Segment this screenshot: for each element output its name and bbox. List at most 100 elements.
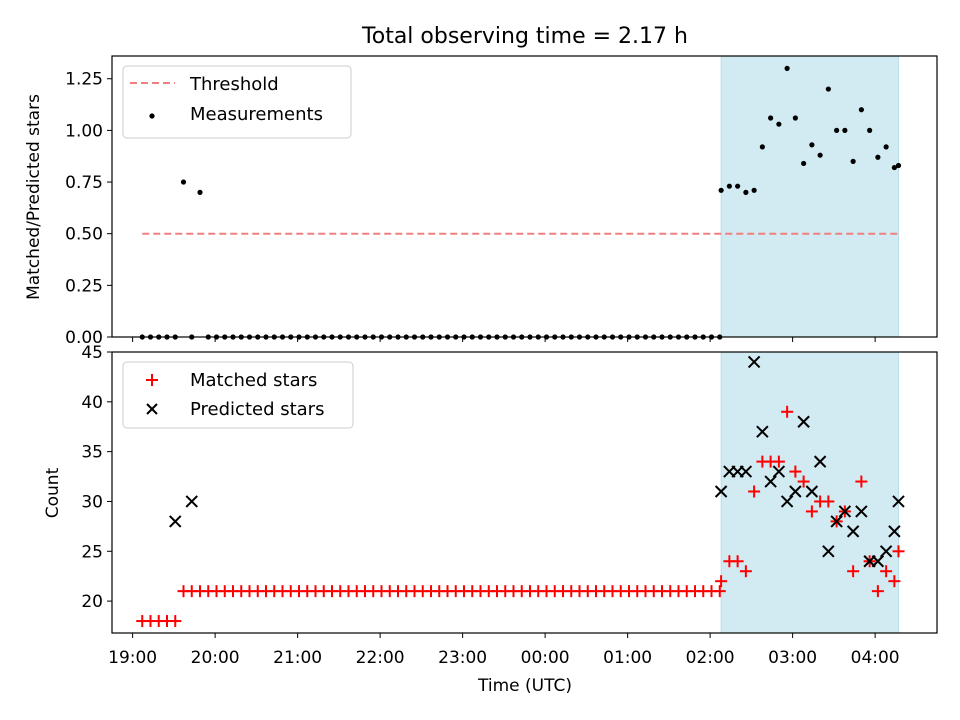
x-tick-label: 22:00 xyxy=(356,648,405,668)
y-tick-label: 0.75 xyxy=(65,173,103,193)
observing-window-span xyxy=(720,55,899,338)
measurement-point xyxy=(842,127,848,133)
measurement-point xyxy=(726,183,732,189)
matched-star-point xyxy=(892,545,905,558)
measurement-point xyxy=(801,160,807,167)
matched-star-point xyxy=(847,565,860,578)
matched-star-point xyxy=(855,475,868,488)
measurement-point xyxy=(875,154,881,160)
measurement-point xyxy=(197,189,203,195)
matched-star-point xyxy=(888,575,901,588)
predicted-star-point xyxy=(756,425,769,438)
measurement-point xyxy=(850,158,856,164)
predicted-star-point xyxy=(892,495,905,508)
x-tick-label: 20:00 xyxy=(191,648,240,668)
predicted-star-point xyxy=(838,505,852,518)
threshold-legend-label: Threshold xyxy=(189,74,279,95)
x-tick-label: 04:00 xyxy=(851,648,900,668)
y-tick-label: 0.25 xyxy=(65,276,103,296)
predicted-star-point xyxy=(739,465,753,478)
x-tick-label: 21:00 xyxy=(273,648,322,668)
measurements-legend-label: Measurements xyxy=(190,104,323,125)
measurement-point xyxy=(858,107,864,113)
ratio-panel: 0.00 0.25 0.50 0.75 1.00 1.25 Matched/Predict… xyxy=(24,55,938,348)
matched-star-point xyxy=(715,575,728,588)
y-tick-label: 30 xyxy=(81,492,103,512)
matched-star-point xyxy=(789,465,802,478)
matched-star-point xyxy=(871,585,884,598)
measurement-point xyxy=(817,152,823,158)
predicted-star-point xyxy=(805,485,819,498)
predicted-star-point xyxy=(764,475,777,488)
y-tick-label: 0.50 xyxy=(65,225,103,245)
matched-star-point xyxy=(748,485,761,498)
matched-star-point xyxy=(739,565,752,578)
y-tick-label: 1.00 xyxy=(65,121,103,141)
chart-title: Total observing time = 2.17 h xyxy=(361,24,688,49)
matched-star-point xyxy=(781,405,794,418)
predicted-legend-label: Predicted stars xyxy=(190,399,324,420)
x-tick-label: 19:00 xyxy=(108,648,157,668)
y-tick-label: 40 xyxy=(81,393,103,413)
x-tick-label: 02:00 xyxy=(686,648,735,668)
predicted-star-point xyxy=(772,465,786,478)
count-axes-frame xyxy=(111,351,938,634)
measurement-point xyxy=(735,183,741,189)
measurement-point xyxy=(751,187,757,193)
matched-star-point xyxy=(880,565,893,578)
x-tick-label: 03:00 xyxy=(768,648,817,668)
x-tick-label: 00:00 xyxy=(521,648,570,668)
ratio-ylabel: Matched/Predicted stars xyxy=(24,94,44,300)
matched-star-point xyxy=(805,505,818,518)
y-tick-label: 20 xyxy=(81,592,103,612)
matched-star-point xyxy=(169,615,182,628)
y-tick-label: 1.25 xyxy=(65,70,103,90)
matched-legend-swatch xyxy=(146,374,158,386)
predicted-star-point xyxy=(797,415,810,428)
measurement-point xyxy=(895,162,902,169)
predicted-star-point xyxy=(822,545,835,558)
y-tick-label: 35 xyxy=(81,443,103,463)
x-axis-label: Time (UTC) xyxy=(477,676,572,696)
predicted-star-point xyxy=(813,455,827,468)
predicted-star-point xyxy=(846,525,860,538)
measurement-point xyxy=(834,127,840,133)
measurement-point xyxy=(784,65,790,71)
measurement-point xyxy=(883,144,889,150)
predicted-star-point xyxy=(780,495,794,508)
predicted-star-point xyxy=(185,495,198,508)
measurement-point xyxy=(825,86,831,92)
measurement-point xyxy=(891,164,897,171)
matched-star-point xyxy=(731,555,744,568)
y-tick-label: 25 xyxy=(81,542,103,562)
ratio-axes-frame xyxy=(111,55,938,338)
predicted-star-point xyxy=(830,515,843,528)
x-tick-label: 01:00 xyxy=(603,648,652,668)
measurement-point xyxy=(768,115,774,121)
measurement-point xyxy=(743,189,749,195)
x-tick-label: 23:00 xyxy=(438,648,487,668)
predicted-star-point xyxy=(169,515,182,528)
predicted-star-point xyxy=(855,505,868,518)
measurements-legend-swatch xyxy=(149,113,155,119)
measurement-point xyxy=(776,121,782,127)
matched-legend-label: Matched stars xyxy=(190,370,317,391)
ratio-legend: Threshold Measurements xyxy=(122,65,352,139)
y-tick-label: 0.00 xyxy=(65,328,103,348)
measurement-point xyxy=(180,179,187,185)
predicted-star-point xyxy=(879,545,893,558)
matched-star-point xyxy=(822,495,835,508)
count-ylabel: Count xyxy=(43,467,63,518)
measurement-point xyxy=(809,142,815,148)
measurement-point xyxy=(718,187,724,193)
count-panel: 20 25 30 35 40 45 19:00 20:00 21:00 22:00 23:00 00… xyxy=(43,343,938,696)
matched-star-point xyxy=(772,455,785,468)
y-tick-label: 45 xyxy=(81,343,103,363)
matched-star-point xyxy=(797,475,810,488)
predicted-star-point xyxy=(789,485,802,498)
measurement-point xyxy=(867,127,873,133)
count-legend: Matched stars Predicted stars xyxy=(122,361,354,429)
matched-star-point xyxy=(713,585,726,598)
predicted-star-point xyxy=(714,485,728,498)
